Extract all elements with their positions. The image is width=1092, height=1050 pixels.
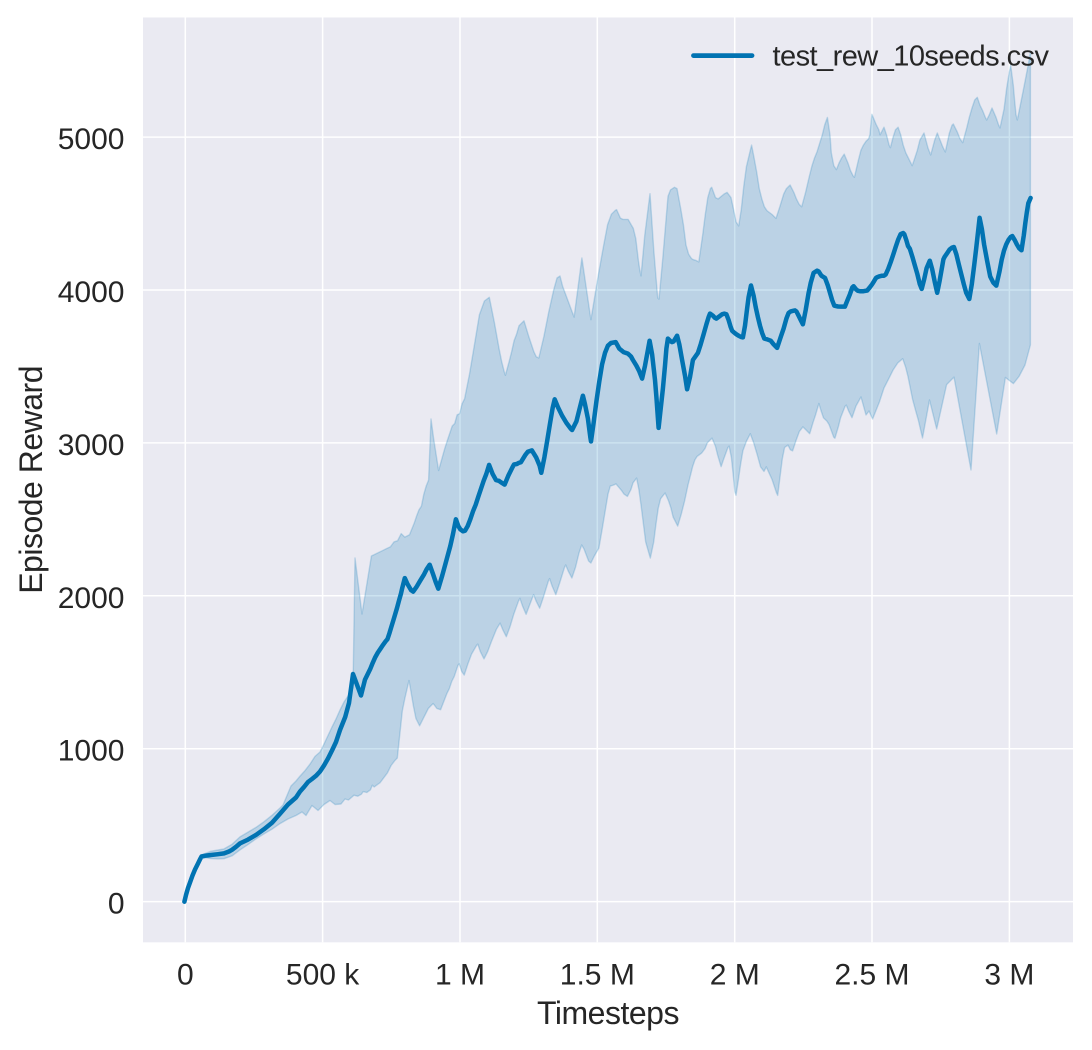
- svg-text:test_rew_10seeds.csv: test_rew_10seeds.csv: [773, 40, 1050, 72]
- svg-text:4000: 4000: [58, 276, 125, 309]
- svg-text:1.5 M: 1.5 M: [560, 959, 635, 992]
- svg-text:2 M: 2 M: [710, 959, 760, 992]
- svg-text:1 M: 1 M: [435, 959, 485, 992]
- svg-text:0: 0: [177, 959, 194, 992]
- svg-text:1000: 1000: [58, 735, 125, 768]
- svg-text:500 k: 500 k: [286, 959, 360, 992]
- svg-text:3000: 3000: [58, 429, 125, 462]
- svg-text:Timesteps: Timesteps: [537, 995, 679, 1031]
- svg-text:2.5 M: 2.5 M: [834, 959, 909, 992]
- svg-text:2000: 2000: [58, 582, 125, 615]
- svg-text:0: 0: [108, 888, 125, 921]
- svg-text:3 M: 3 M: [984, 959, 1034, 992]
- svg-text:5000: 5000: [58, 123, 125, 156]
- svg-text:Episode Reward: Episode Reward: [13, 366, 49, 594]
